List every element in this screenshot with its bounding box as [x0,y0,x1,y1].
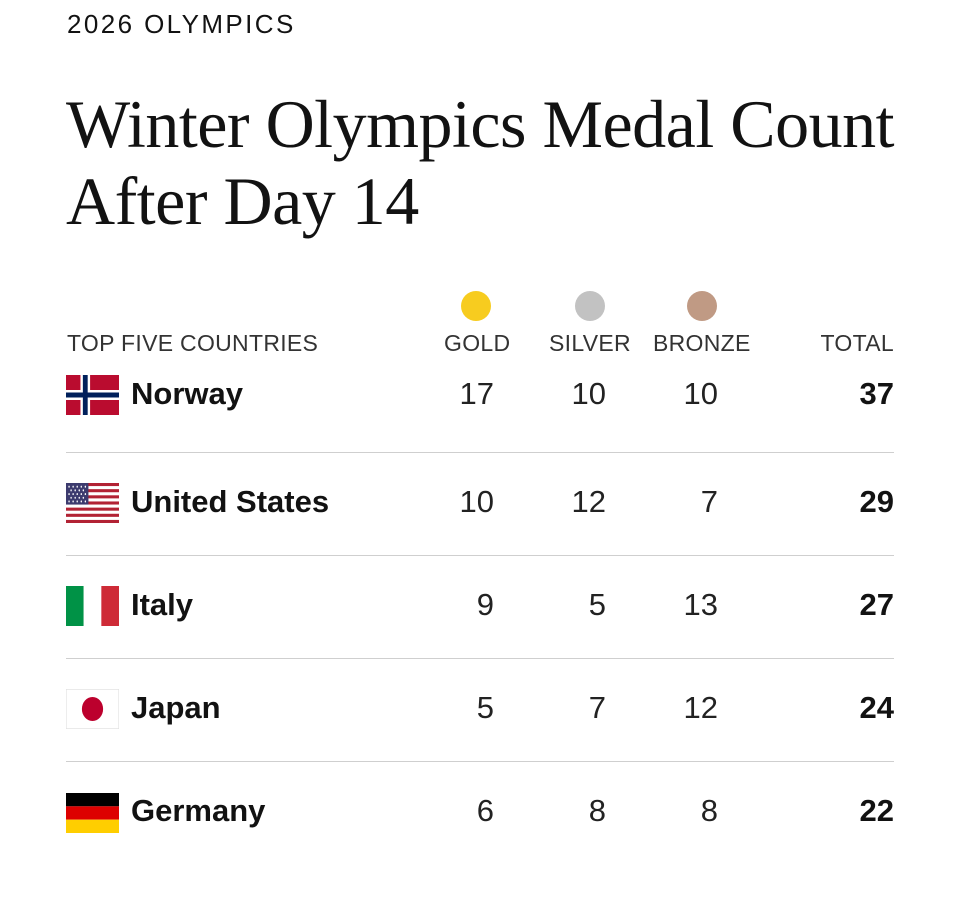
country-column-header: TOP FIVE COUNTRIES [67,330,319,356]
table-row: Japan 5 7 12 24 [66,658,894,761]
table-row: Norway 17 10 10 37 [66,366,894,452]
total-count: 27 [859,587,894,622]
bronze-count: 13 [683,587,718,622]
country-name: Norway [131,376,243,411]
country-name: Germany [131,793,266,828]
gold-count: 5 [476,690,494,725]
kicker: 2026 OLYMPICS [67,9,296,39]
table-row: Italy 9 5 13 27 [66,555,894,658]
country-name: Italy [131,587,194,622]
bronze-count: 8 [700,793,718,828]
bronze-count: 7 [700,484,718,519]
gold-count: 9 [476,587,494,622]
table-header: TOP FIVE COUNTRIES GOLD SILVER BRONZE TO… [66,288,894,366]
united-states-flag [66,483,119,523]
table-row: Germany 6 8 8 22 [66,761,894,864]
total-count: 24 [859,690,894,725]
total-count: 22 [859,793,894,828]
gold-count: 10 [459,484,494,519]
japan-flag [66,689,119,729]
silver-count: 7 [588,690,606,725]
bronze-column-header: BRONZE [653,330,751,356]
bronze-count: 10 [683,376,718,411]
silver-medal-icon [575,291,605,321]
gold-column-header: GOLD [444,330,511,356]
gold-medal-icon [461,291,491,321]
silver-count: 12 [571,484,606,519]
total-count: 29 [859,484,894,519]
gold-count: 17 [459,376,494,411]
table-row: United States 10 12 7 29 [66,452,894,555]
country-name: United States [131,484,330,519]
norway-flag [66,375,119,415]
germany-flag [66,793,119,833]
headline: Winter Olympics Medal Count After Day 14 [66,86,894,239]
italy-flag [66,586,119,626]
silver-count: 8 [588,793,606,828]
total-column-header: TOTAL [820,330,894,356]
country-name: Japan [131,690,221,725]
medal-table: TOP FIVE COUNTRIES GOLD SILVER BRONZE TO… [66,288,894,864]
bronze-medal-icon [687,291,717,321]
gold-count: 6 [476,793,494,828]
bronze-count: 12 [683,690,718,725]
silver-count: 5 [588,587,606,622]
silver-column-header: SILVER [549,330,631,356]
silver-count: 10 [571,376,606,411]
total-count: 37 [859,376,894,411]
